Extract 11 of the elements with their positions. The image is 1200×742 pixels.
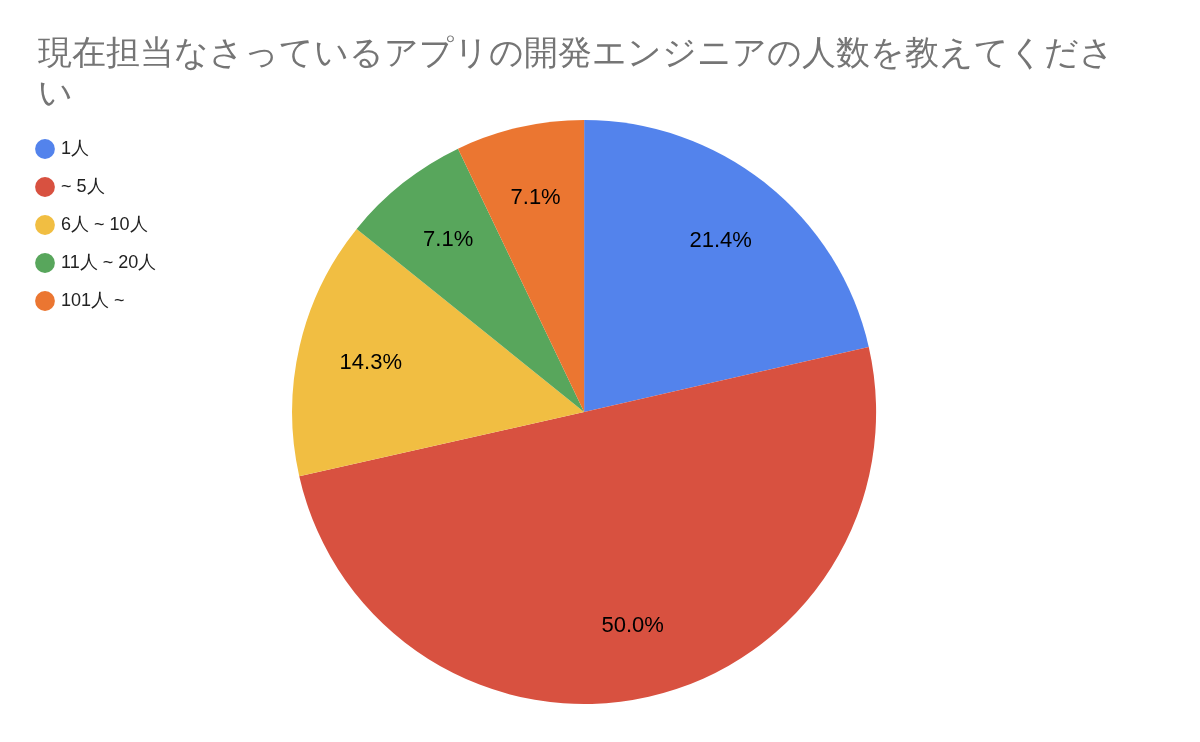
legend-label: ~ 5人	[61, 175, 105, 196]
legend-label: 101人 ~	[61, 289, 125, 310]
legend-label: 1人	[61, 137, 90, 158]
legend-label: 6人 ~ 10人	[61, 213, 148, 234]
legend-label: 11人 ~ 20人	[61, 251, 157, 272]
data-label: 14.3%	[339, 348, 402, 374]
data-label: 50.0%	[601, 611, 664, 637]
data-label: 7.1%	[510, 184, 561, 210]
data-label: 7.1%	[423, 226, 474, 252]
data-label: 21.4%	[689, 226, 752, 252]
chart-title: 現在担当なさっているアプリの開発エンジニアの人数を教えてください	[37, 32, 1115, 112]
